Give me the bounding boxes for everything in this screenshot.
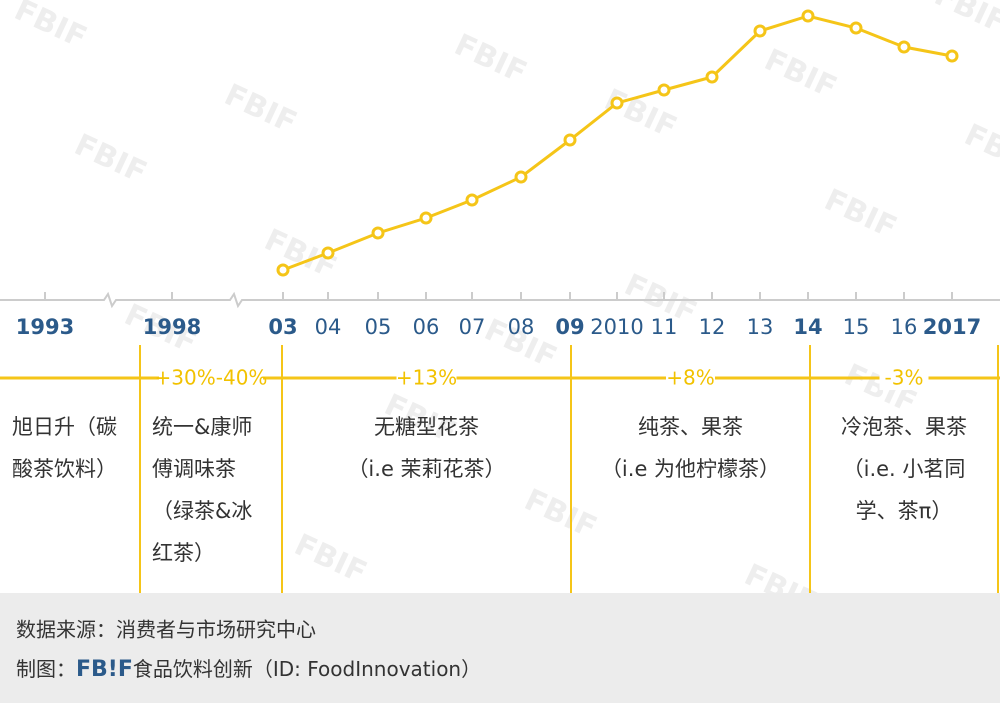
year-label: 07 (459, 315, 486, 339)
year-label: 13 (747, 315, 774, 339)
point (563, 133, 577, 147)
point (610, 96, 624, 110)
year-label: 2010 (590, 315, 643, 339)
year-label: 1993 (16, 315, 74, 339)
point (801, 9, 815, 23)
growth-label: +30%-40% (155, 366, 268, 390)
year-label: 2017 (923, 315, 981, 339)
point (897, 40, 911, 54)
source: 数据来源：消费者与市场研究中心 (16, 618, 316, 642)
period-text: （i.e 茉莉花茶） (347, 457, 505, 481)
year-label: 14 (793, 315, 822, 339)
growth-bg (879, 366, 929, 390)
growth-bg (666, 366, 715, 390)
year-label: 09 (555, 315, 584, 339)
point (753, 24, 767, 38)
period-text: （i.e 为他柠檬茶） (601, 457, 780, 481)
period-text: （i.e. 小茗同 (843, 457, 966, 481)
period-text: 统一&康师 (152, 415, 252, 439)
point (945, 49, 959, 63)
point (321, 246, 335, 260)
credit-name: 食品饮料创新（ID: FoodInnovation） (133, 657, 481, 681)
year-label: 04 (315, 315, 342, 339)
credit-label: 制图： (16, 657, 76, 681)
period-text: 纯茶、果茶 (638, 415, 743, 439)
year-label: 08 (508, 315, 535, 339)
year-label: 05 (365, 315, 392, 339)
point (514, 170, 528, 184)
point (705, 70, 719, 84)
background (0, 0, 1000, 593)
period-text: 学、茶π） (856, 499, 953, 523)
growth-bg (159, 366, 263, 390)
point (371, 226, 385, 240)
period-text: 无糖型花茶 (374, 415, 479, 439)
year-label: 15 (843, 315, 870, 339)
point (849, 21, 863, 35)
point (465, 193, 479, 207)
point (419, 211, 433, 225)
year-label: 11 (651, 315, 678, 339)
growth-label: +13% (396, 366, 457, 390)
period-text: （绿茶&冰 (152, 499, 252, 523)
period-text: 红茶） (152, 541, 215, 565)
growth-label: +8% (666, 366, 715, 390)
point (276, 263, 290, 277)
period-text: 冷泡茶、果茶 (841, 415, 967, 439)
period-text: 旭日升（碳 (12, 415, 117, 439)
year-label: 1998 (143, 315, 201, 339)
year-label: 16 (891, 315, 918, 339)
period-text: 酸茶饮料） (12, 457, 117, 481)
year-label: 03 (268, 315, 297, 339)
logo: FB!F (76, 657, 133, 682)
growth-bg (396, 366, 457, 390)
point (657, 83, 671, 97)
year-label: 06 (413, 315, 440, 339)
period-text: 傅调味茶 (152, 457, 236, 481)
axis-break (96, 291, 122, 309)
axis-break (222, 291, 248, 309)
footer (0, 593, 1000, 703)
year-label: 12 (699, 315, 726, 339)
credit: 制图：FB!F食品饮料创新（ID: FoodInnovation） (16, 657, 481, 683)
growth-label: -3% (885, 366, 924, 390)
